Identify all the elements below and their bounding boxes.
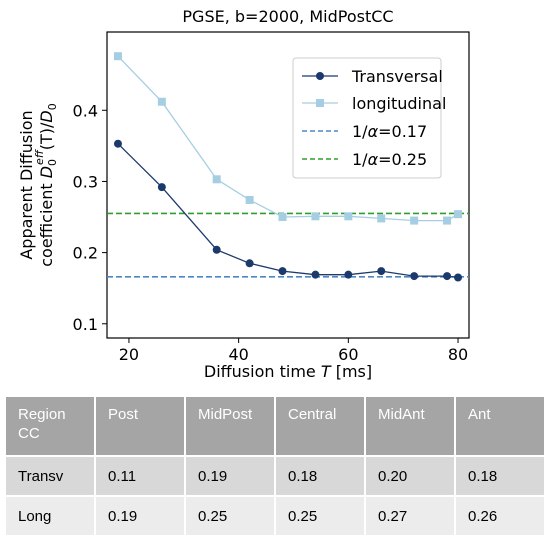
data-point-transversal [113, 139, 122, 148]
y-axis-label-line1: Apparent Diffusion [17, 110, 36, 259]
legend-label-alpha-025: 1/α=0.25 [352, 150, 427, 169]
table-cell: 0.27 [364, 495, 456, 537]
data-point-longitudinal [410, 216, 419, 225]
plot-frame [106, 31, 470, 339]
data-point-longitudinal [278, 213, 287, 222]
data-point-transversal [157, 183, 166, 192]
legend-entry-longitudinal: longitudinal [302, 94, 446, 113]
legend-marker-longitudinal [316, 99, 324, 107]
legend-entry-alpha-025: 1/α=0.25 [302, 150, 427, 169]
y-tick-label: 0.4 [73, 101, 98, 120]
data-point-longitudinal [245, 195, 254, 204]
legend-marker-transversal [316, 72, 324, 80]
diffusion-table: Region CC Post MidPost Central MidAnt An… [4, 395, 546, 537]
data-point-transversal [245, 259, 254, 268]
legend-entry-transversal: Transversal [302, 67, 443, 86]
diffusion-table-grid: Region CC Post MidPost Central MidAnt An… [4, 395, 546, 537]
table-cell: 0.19 [184, 455, 276, 497]
table-header-cell: MidPost [184, 395, 276, 457]
y-axis-label-line2: coefficient D0eff(T)/D0 [33, 103, 59, 267]
data-point-transversal [278, 267, 287, 276]
data-point-longitudinal [311, 212, 320, 221]
legend: Transversal longitudinal 1/α=0.17 1/α=0.… [292, 57, 446, 179]
table-header-cell: Ant [454, 395, 546, 457]
data-point-transversal [311, 270, 320, 279]
table-cell: 0.26 [454, 495, 546, 537]
data-point-longitudinal [212, 175, 221, 184]
data-point-longitudinal [113, 52, 122, 61]
table-row: Transv 0.11 0.19 0.18 0.20 0.18 [4, 455, 546, 497]
data-point-transversal [212, 245, 221, 254]
table-cell: 0.25 [184, 495, 276, 537]
chart-title: PGSE, b=2000, MidPostCC [182, 7, 393, 26]
y-axis-label: Apparent Diffusion coefficient D0eff(T)/… [17, 103, 59, 267]
table-cell: 0.19 [94, 495, 186, 537]
x-tick-label: 40 [228, 345, 248, 364]
data-point-longitudinal [443, 216, 452, 225]
data-point-transversal [410, 272, 419, 281]
table-header-cell: Central [274, 395, 366, 457]
table-cell: 0.25 [274, 495, 366, 537]
data-point-longitudinal [454, 210, 463, 219]
legend-box [292, 57, 442, 179]
data-point-longitudinal [344, 212, 353, 221]
data-point-longitudinal [377, 214, 386, 223]
table-header-cell: Post [94, 395, 186, 457]
x-tick-label: 20 [119, 345, 139, 364]
table-cell: 0.20 [364, 455, 456, 497]
x-tick-label: 60 [338, 345, 358, 364]
data-point-transversal [443, 272, 452, 281]
x-axis-label: Diffusion time T [ms] [204, 362, 372, 381]
table-cell: Transv [4, 455, 96, 497]
legend-label-alpha-017: 1/α=0.17 [352, 122, 427, 141]
chart: PGSE, b=2000, MidPostCC 20 40 60 80 0.1 0.2 0.… [17, 7, 470, 381]
table-cell: 0.18 [274, 455, 366, 497]
data-point-transversal [377, 267, 386, 276]
legend-label-longitudinal: longitudinal [352, 94, 446, 113]
data-point-transversal [344, 270, 353, 279]
table-cell: 0.18 [454, 455, 546, 497]
x-tick-label: 80 [448, 345, 468, 364]
data-point-transversal [454, 273, 463, 282]
legend-label-transversal: Transversal [351, 67, 443, 86]
legend-entry-alpha-017: 1/α=0.17 [302, 122, 427, 141]
table-row: Long 0.19 0.25 0.25 0.27 0.26 [4, 495, 546, 537]
y-tick-label: 0.1 [73, 315, 98, 334]
table-cell: Long [4, 495, 96, 537]
table-header-row: Region CC Post MidPost Central MidAnt An… [4, 395, 546, 457]
table-header-cell: Region CC [4, 395, 96, 457]
table-header-cell: MidAnt [364, 395, 456, 457]
y-tick-label: 0.3 [73, 172, 98, 191]
data-point-longitudinal [157, 97, 166, 106]
y-tick-label: 0.2 [73, 244, 98, 263]
table-cell: 0.11 [94, 455, 186, 497]
